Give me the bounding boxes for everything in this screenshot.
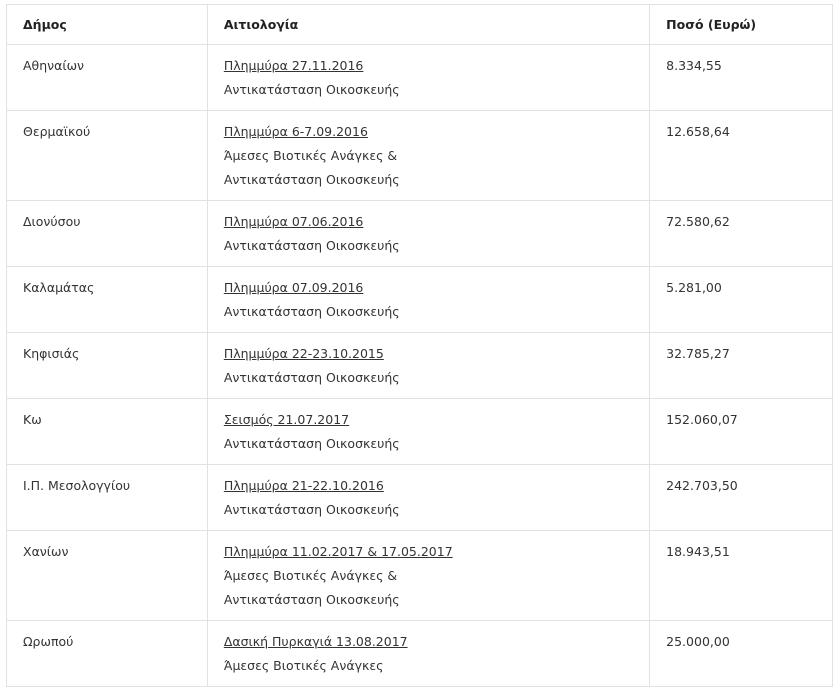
municipality-cell: Αθηναίων bbox=[6, 44, 208, 111]
header-municipality: Δήμος bbox=[6, 4, 208, 45]
table-header-row: Δήμος Αιτιολογία Ποσό (Ευρώ) bbox=[6, 4, 833, 45]
municipality-cell: Κω bbox=[6, 398, 208, 465]
municipality-cell: Ι.Π. Μεσολογγίου bbox=[6, 464, 208, 531]
table-row: Ι.Π. Μεσολογγίου Πλημμύρα 21-22.10.2016 Α… bbox=[6, 464, 833, 531]
event-link[interactable]: Πλημμύρα 21-22.10.2016 bbox=[223, 478, 384, 493]
reason-description: Άμεσες Βιοτικές Ανάγκες & bbox=[223, 148, 398, 163]
reason-cell: Πλημμύρα 22-23.10.2015 Αντικατάσταση Οικο… bbox=[206, 332, 651, 399]
event-link[interactable]: Πλημμύρα 22-23.10.2015 bbox=[223, 346, 384, 361]
amount-cell: 32.785,27 bbox=[649, 332, 833, 399]
table-row: Χανίων Πλημμύρα 11.02.2017 & 17.05.2017 Ά… bbox=[6, 530, 833, 621]
municipality-cell: Θερμαϊκού bbox=[6, 110, 208, 201]
municipality-cell: Διονύσου bbox=[6, 200, 208, 267]
table-row: Ωρωπού Δασική Πυρκαγιά 13.08.2017 Άμεσες … bbox=[6, 620, 833, 687]
event-link[interactable]: Σεισμός 21.07.2017 bbox=[223, 412, 350, 427]
reason-description: Αντικατάσταση Οικοσκευής bbox=[223, 238, 400, 253]
amount-cell: 18.943,51 bbox=[649, 530, 833, 621]
event-link[interactable]: Πλημμύρα 6-7.09.2016 bbox=[223, 124, 368, 139]
amount-cell: 72.580,62 bbox=[649, 200, 833, 267]
reason-cell: Πλημμύρα 07.06.2016 Αντικατάσταση Οικοσκε… bbox=[206, 200, 651, 267]
reason-description: Αντικατάσταση Οικοσκευής bbox=[223, 592, 400, 607]
event-link[interactable]: Πλημμύρα 11.02.2017 & 17.05.2017 bbox=[223, 544, 453, 559]
reason-description: Αντικατάσταση Οικοσκευής bbox=[223, 82, 400, 97]
event-link[interactable]: Δασική Πυρκαγιά 13.08.2017 bbox=[223, 634, 408, 649]
table-row: Κηφισιάς Πλημμύρα 22-23.10.2015 Αντικατάσ… bbox=[6, 332, 833, 399]
table-row: Καλαμάτας Πλημμύρα 07.09.2016 Αντικατάστα… bbox=[6, 266, 833, 333]
allocations-table: Δήμος Αιτιολογία Ποσό (Ευρώ) Αθηναίων Πλ… bbox=[6, 4, 833, 687]
municipality-cell: Χανίων bbox=[6, 530, 208, 621]
header-amount: Ποσό (Ευρώ) bbox=[649, 4, 833, 45]
reason-cell: Σεισμός 21.07.2017 Αντικατάσταση Οικοσκευ… bbox=[206, 398, 651, 465]
municipality-cell: Ωρωπού bbox=[6, 620, 208, 687]
reason-description: Άμεσες Βιοτικές Ανάγκες & bbox=[223, 568, 398, 583]
reason-cell: Πλημμύρα 21-22.10.2016 Αντικατάσταση Οικο… bbox=[206, 464, 651, 531]
reason-cell: Δασική Πυρκαγιά 13.08.2017 Άμεσες Βιοτικέ… bbox=[206, 620, 651, 687]
reason-description: Άμεσες Βιοτικές Ανάγκες bbox=[223, 658, 384, 673]
municipality-cell: Καλαμάτας bbox=[6, 266, 208, 333]
reason-description: Αντικατάσταση Οικοσκευής bbox=[223, 304, 400, 319]
municipality-cell: Κηφισιάς bbox=[6, 332, 208, 399]
amount-cell: 25.000,00 bbox=[649, 620, 833, 687]
event-link[interactable]: Πλημμύρα 07.09.2016 bbox=[223, 280, 364, 295]
reason-cell: Πλημμύρα 11.02.2017 & 17.05.2017 Άμεσες Β… bbox=[206, 530, 651, 621]
event-link[interactable]: Πλημμύρα 07.06.2016 bbox=[223, 214, 364, 229]
reason-description: Αντικατάσταση Οικοσκευής bbox=[223, 172, 400, 187]
amount-cell: 12.658,64 bbox=[649, 110, 833, 201]
reason-cell: Πλημμύρα 07.09.2016 Αντικατάσταση Οικοσκε… bbox=[206, 266, 651, 333]
amount-cell: 5.281,00 bbox=[649, 266, 833, 333]
reason-description: Αντικατάσταση Οικοσκευής bbox=[223, 502, 400, 517]
amount-cell: 8.334,55 bbox=[649, 44, 833, 111]
event-link[interactable]: Πλημμύρα 27.11.2016 bbox=[223, 58, 364, 73]
table-row: Θερμαϊκού Πλημμύρα 6-7.09.2016 Άμεσες Βιο… bbox=[6, 110, 833, 201]
reason-description: Αντικατάσταση Οικοσκευής bbox=[223, 370, 400, 385]
header-reason: Αιτιολογία bbox=[206, 4, 651, 45]
amount-cell: 242.703,50 bbox=[649, 464, 833, 531]
reason-description: Αντικατάσταση Οικοσκευής bbox=[223, 436, 400, 451]
table-row: Διονύσου Πλημμύρα 07.06.2016 Αντικατάστασ… bbox=[6, 200, 833, 267]
amount-cell: 152.060,07 bbox=[649, 398, 833, 465]
reason-cell: Πλημμύρα 6-7.09.2016 Άμεσες Βιοτικές Ανάγ… bbox=[206, 110, 651, 201]
table-row: Κω Σεισμός 21.07.2017 Αντικατάσταση Οικοσ… bbox=[6, 398, 833, 465]
table-row: Αθηναίων Πλημμύρα 27.11.2016 Αντικατάστασ… bbox=[6, 44, 833, 111]
reason-cell: Πλημμύρα 27.11.2016 Αντικατάσταση Οικοσκε… bbox=[206, 44, 651, 111]
